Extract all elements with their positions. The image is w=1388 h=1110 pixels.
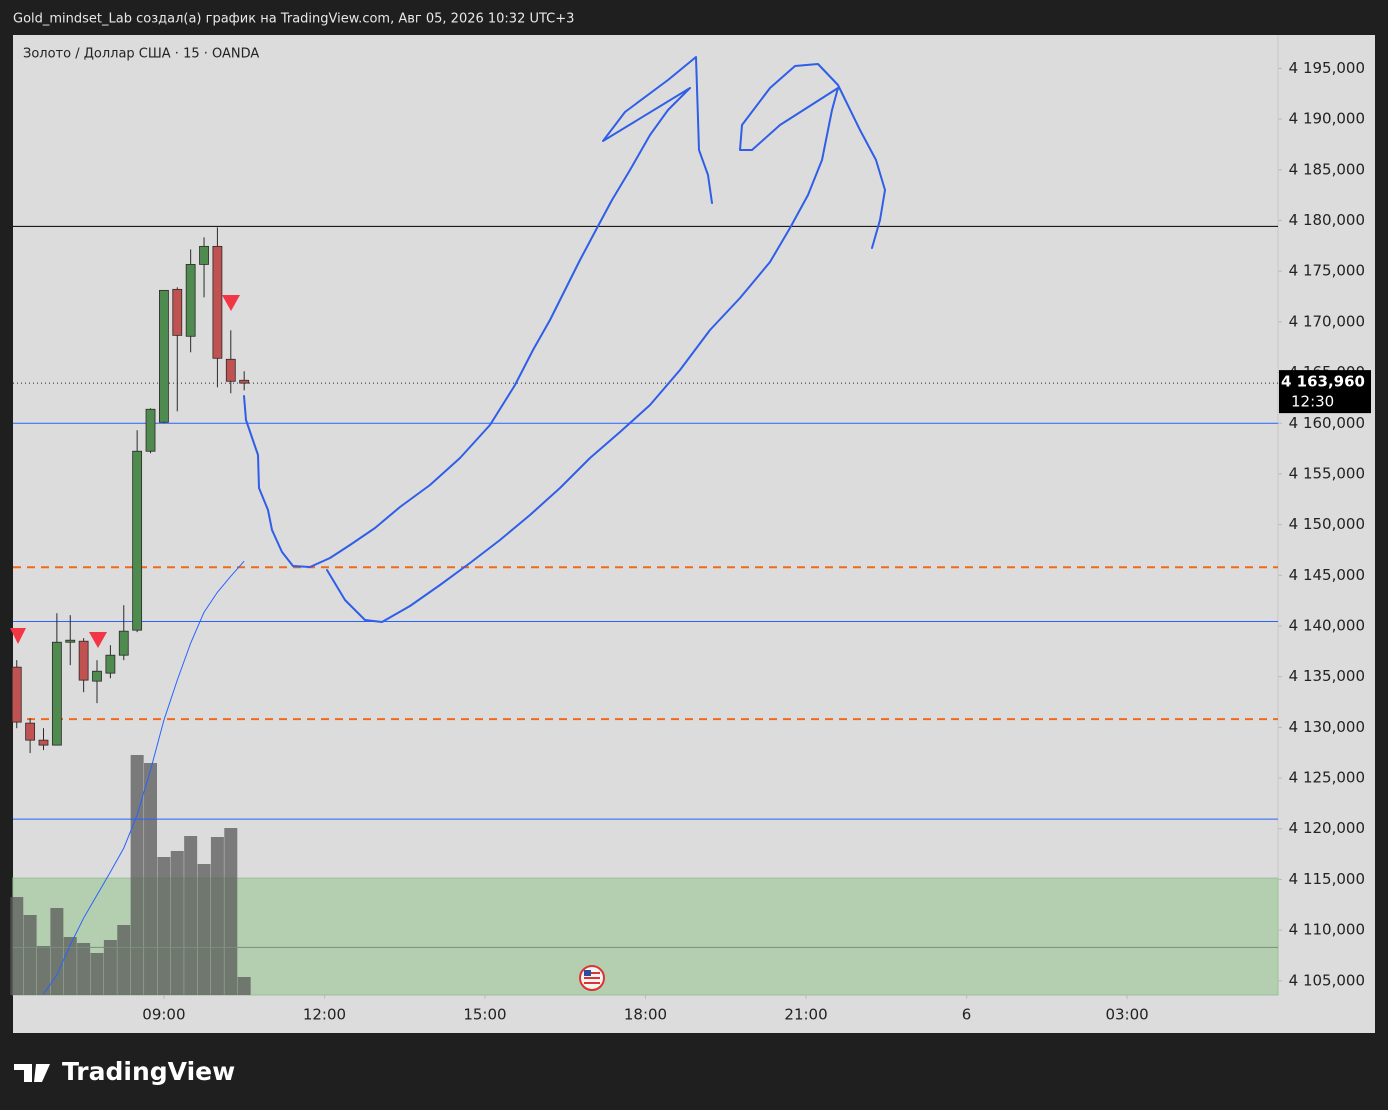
y-tick-label: 4 120,000 bbox=[1289, 819, 1365, 837]
countdown: 12:30 bbox=[1291, 393, 1334, 411]
candle-body bbox=[92, 670, 102, 682]
candle-body bbox=[185, 264, 196, 337]
x-tick-label: 15:00 bbox=[463, 1006, 506, 1024]
candle-body bbox=[118, 630, 129, 656]
volume-bar bbox=[77, 943, 91, 995]
x-tick-label: 12:00 bbox=[303, 1006, 346, 1024]
candle-body bbox=[199, 245, 209, 265]
candle-body bbox=[132, 450, 143, 631]
y-tick-label: 4 110,000 bbox=[1289, 921, 1365, 939]
candle-body bbox=[105, 654, 116, 674]
x-tick-label: 6 bbox=[962, 1006, 972, 1024]
hand-drawings bbox=[243, 56, 886, 623]
event-icon bbox=[579, 965, 605, 991]
candle-body bbox=[212, 245, 223, 359]
volume-bar bbox=[90, 953, 104, 995]
y-tick-label: 4 135,000 bbox=[1289, 667, 1365, 685]
y-tick-label: 4 140,000 bbox=[1289, 617, 1365, 635]
moving-average bbox=[43, 560, 245, 995]
volume-bar bbox=[237, 977, 251, 995]
candle-body bbox=[78, 640, 89, 681]
brand-logo bbox=[14, 1064, 50, 1082]
chart-area bbox=[13, 35, 1375, 1033]
y-tick-label: 4 130,000 bbox=[1289, 718, 1365, 736]
price-label: 4 163,960 bbox=[1281, 373, 1365, 391]
x-tick-label: 09:00 bbox=[142, 1006, 185, 1024]
candle-body bbox=[25, 722, 36, 741]
y-tick-label: 4 115,000 bbox=[1289, 870, 1365, 888]
drawing bbox=[243, 56, 713, 568]
volume-bar bbox=[23, 915, 37, 995]
volume-bar bbox=[130, 755, 144, 995]
volume-bar bbox=[224, 828, 238, 995]
y-tick-label: 4 195,000 bbox=[1289, 59, 1365, 77]
x-tick-label: 21:00 bbox=[784, 1006, 827, 1024]
signal bbox=[222, 295, 240, 311]
volume-bar bbox=[170, 851, 184, 995]
x-tick-label: 03:00 bbox=[1105, 1006, 1148, 1024]
volume-bar bbox=[157, 857, 171, 995]
drawing bbox=[326, 63, 886, 623]
volume-bar bbox=[10, 897, 24, 995]
y-tick-label: 4 175,000 bbox=[1289, 262, 1365, 280]
volume-bar bbox=[184, 836, 198, 995]
candle-body bbox=[11, 666, 22, 723]
signals bbox=[10, 295, 240, 648]
y-tick-label: 4 150,000 bbox=[1289, 515, 1365, 533]
candle-body bbox=[51, 641, 62, 746]
y-tick-label: 4 185,000 bbox=[1289, 160, 1365, 178]
candle-body bbox=[159, 289, 169, 423]
x-tick-label: 18:00 bbox=[624, 1006, 667, 1024]
y-tick-label: 4 105,000 bbox=[1289, 971, 1365, 989]
candle-body bbox=[172, 288, 183, 336]
signal bbox=[89, 632, 107, 648]
volume-bar bbox=[103, 940, 117, 995]
volume-bar bbox=[197, 864, 211, 995]
candle-body bbox=[239, 379, 250, 384]
volume-bar bbox=[144, 763, 158, 995]
volume-bar bbox=[210, 837, 224, 995]
y-tick-label: 4 160,000 bbox=[1289, 414, 1365, 432]
price-badge bbox=[1279, 370, 1371, 414]
y-tick-label: 4 170,000 bbox=[1289, 312, 1365, 330]
candle-body bbox=[65, 639, 76, 643]
signal bbox=[10, 628, 26, 644]
y-tick-label: 4 145,000 bbox=[1289, 566, 1365, 584]
volume-bar bbox=[117, 925, 131, 995]
header: Gold_mindset_Lab создал(а) график на Tra… bbox=[13, 12, 574, 27]
y-tick-label: 4 155,000 bbox=[1289, 464, 1365, 482]
y-tick-label: 4 125,000 bbox=[1289, 769, 1365, 787]
y-tick-label: 4 190,000 bbox=[1289, 110, 1365, 128]
volume-bar bbox=[50, 908, 64, 995]
volume-bar bbox=[37, 946, 51, 995]
symbol-title: Золото / Доллар США · 15 · OANDA bbox=[23, 47, 259, 62]
candle-body bbox=[38, 739, 49, 746]
y-tick-label: 4 180,000 bbox=[1289, 211, 1365, 229]
brand: TradingView bbox=[62, 1057, 235, 1086]
candle-body bbox=[145, 408, 156, 452]
candle-body bbox=[225, 358, 236, 382]
